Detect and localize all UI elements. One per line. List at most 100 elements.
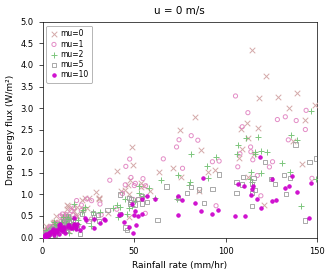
mu=1 xyxy=(210,159,215,164)
mu=0 xyxy=(291,139,296,143)
mu=10 xyxy=(47,230,52,234)
mu=10 xyxy=(69,226,74,230)
mu=5 xyxy=(72,225,77,229)
mu=10 xyxy=(56,223,61,227)
mu=5 xyxy=(46,232,51,236)
mu=0 xyxy=(44,230,50,235)
mu=1 xyxy=(303,108,309,112)
mu=2 xyxy=(97,210,103,214)
mu=10 xyxy=(46,232,51,236)
mu=0 xyxy=(105,211,111,215)
mu=10 xyxy=(140,196,145,201)
mu=0 xyxy=(177,128,182,132)
mu=10 xyxy=(250,186,255,191)
mu=1 xyxy=(309,176,315,180)
mu=2 xyxy=(279,161,284,165)
mu=2 xyxy=(187,183,192,187)
mu=0 xyxy=(96,196,101,200)
mu=10 xyxy=(43,233,48,237)
mu=10 xyxy=(176,213,181,217)
mu=5 xyxy=(58,226,63,230)
mu=1 xyxy=(89,198,94,203)
mu=2 xyxy=(41,233,46,237)
mu=1 xyxy=(44,233,49,238)
mu=5 xyxy=(250,191,255,195)
mu=1 xyxy=(58,219,63,224)
mu=5 xyxy=(63,229,68,233)
mu=10 xyxy=(59,227,64,231)
mu=5 xyxy=(61,227,67,232)
mu=0 xyxy=(40,235,45,239)
mu=1 xyxy=(84,197,90,201)
mu=1 xyxy=(180,166,185,170)
mu=2 xyxy=(44,232,49,236)
mu=2 xyxy=(91,217,96,221)
mu=1 xyxy=(49,229,54,233)
mu=10 xyxy=(91,216,96,221)
mu=5 xyxy=(96,219,101,223)
mu=2 xyxy=(243,136,248,141)
mu=1 xyxy=(42,232,47,236)
mu=2 xyxy=(122,197,128,201)
mu=5 xyxy=(249,182,254,186)
mu=10 xyxy=(306,216,312,220)
mu=10 xyxy=(102,217,107,222)
mu=2 xyxy=(52,227,57,231)
mu=1 xyxy=(64,221,69,226)
mu=10 xyxy=(258,206,263,210)
mu=10 xyxy=(58,225,63,230)
mu=5 xyxy=(48,227,54,232)
mu=0 xyxy=(261,203,266,207)
mu=1 xyxy=(45,229,50,233)
mu=2 xyxy=(43,233,48,237)
mu=2 xyxy=(140,194,145,199)
mu=0 xyxy=(196,189,201,193)
mu=10 xyxy=(40,235,45,239)
mu=2 xyxy=(132,199,137,203)
mu=1 xyxy=(216,159,222,163)
mu=5 xyxy=(95,213,101,217)
mu=2 xyxy=(53,225,58,230)
mu=0 xyxy=(170,166,175,170)
mu=0 xyxy=(43,229,48,233)
mu=0 xyxy=(44,228,49,233)
mu=5 xyxy=(86,219,91,223)
mu=1 xyxy=(233,94,238,98)
mu=1 xyxy=(143,211,148,215)
mu=1 xyxy=(131,197,136,202)
mu=5 xyxy=(139,194,145,198)
mu=5 xyxy=(74,225,79,230)
mu=0 xyxy=(126,183,131,188)
mu=1 xyxy=(286,138,291,142)
mu=0 xyxy=(79,198,84,202)
mu=5 xyxy=(51,229,56,233)
mu=2 xyxy=(61,215,66,219)
mu=2 xyxy=(146,186,151,191)
mu=10 xyxy=(42,233,47,238)
mu=5 xyxy=(61,229,67,233)
mu=0 xyxy=(295,90,300,95)
mu=2 xyxy=(111,206,116,210)
mu=10 xyxy=(139,212,144,216)
mu=2 xyxy=(65,215,70,219)
mu=2 xyxy=(66,231,71,235)
mu=10 xyxy=(58,227,63,231)
mu=0 xyxy=(59,215,64,219)
mu=5 xyxy=(132,202,137,207)
mu=1 xyxy=(303,127,308,132)
mu=0 xyxy=(55,221,60,225)
mu=0 xyxy=(47,225,53,229)
mu=5 xyxy=(145,200,150,204)
mu=1 xyxy=(176,138,181,142)
mu=5 xyxy=(45,232,51,236)
mu=1 xyxy=(79,208,84,213)
mu=0 xyxy=(71,209,77,213)
mu=1 xyxy=(235,165,240,169)
mu=0 xyxy=(249,48,254,52)
mu=0 xyxy=(49,231,54,235)
mu=1 xyxy=(133,181,138,186)
mu=0 xyxy=(93,190,98,194)
mu=0 xyxy=(96,195,102,200)
mu=1 xyxy=(67,219,72,224)
mu=10 xyxy=(83,218,89,222)
